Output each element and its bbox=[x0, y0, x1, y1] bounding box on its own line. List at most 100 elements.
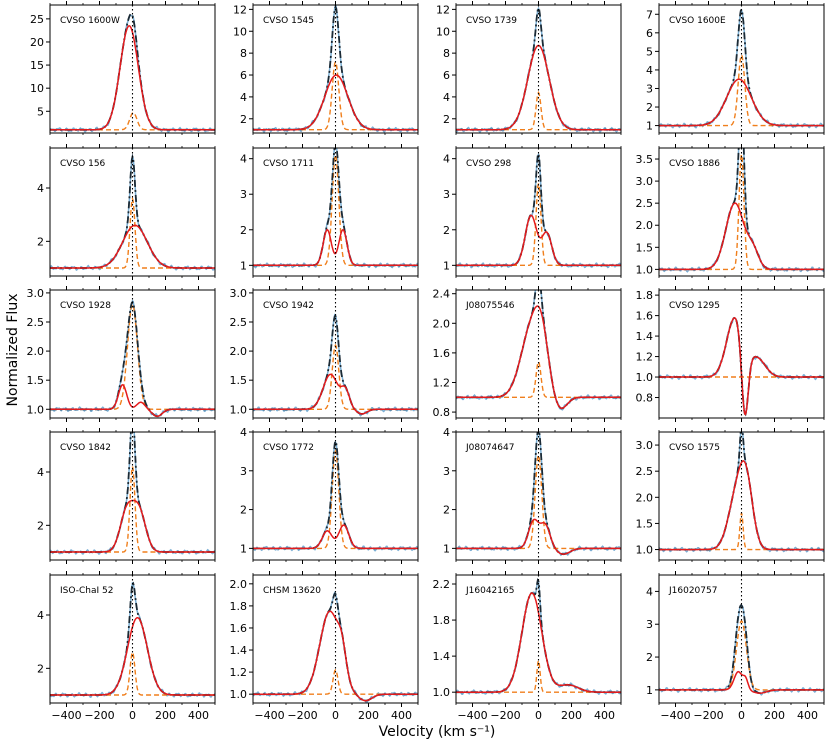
y-tick-label: 0.8 bbox=[636, 392, 654, 405]
panel: −400 −200 0 200 400 1.0 1.4 1.8 2.2 J16042165 bbox=[433, 571, 622, 722]
y-tick-label: 1.5 bbox=[636, 517, 654, 530]
y-tick-label: 3.0 bbox=[636, 439, 654, 452]
y-tick-label: 1.2 bbox=[636, 351, 654, 364]
panel-title: CVSO 298 bbox=[466, 159, 512, 169]
y-tick-label: 1 bbox=[443, 259, 450, 272]
y-axis-label: Normalized Flux bbox=[5, 294, 21, 407]
panel-title: J08075546 bbox=[465, 301, 515, 311]
total-fit bbox=[253, 592, 418, 702]
y-tick-label: 3.0 bbox=[636, 175, 654, 188]
panel: 0.8 1.0 1.2 1.4 1.6 1.8 CVSO 1295 bbox=[636, 286, 825, 422]
y-tick-label: 4 bbox=[646, 64, 653, 77]
observed-spectrum bbox=[253, 313, 418, 417]
x-tick-label: −200 bbox=[693, 709, 723, 722]
y-tick-label: 1 bbox=[646, 120, 653, 133]
panel: −400 −200 0 200 400 1.0 1.2 1.4 1.6 1.8 2.0 CHSM 13… bbox=[230, 571, 419, 722]
y-tick-label: 1.5 bbox=[230, 374, 248, 387]
y-tick-label: 10 bbox=[436, 25, 450, 38]
y-tick-label: 1.0 bbox=[230, 403, 248, 416]
x-tick-label: 200 bbox=[764, 709, 785, 722]
y-tick-label: 2.2 bbox=[433, 578, 451, 591]
total-fit bbox=[659, 7, 824, 127]
panel-title: CVSO 1739 bbox=[466, 16, 517, 26]
x-tick-label: 0 bbox=[535, 709, 542, 722]
x-tick-label: 400 bbox=[188, 709, 209, 722]
total-fit bbox=[50, 432, 215, 553]
y-tick-label: 3.0 bbox=[230, 287, 248, 300]
narrow-component bbox=[50, 650, 215, 696]
y-tick-label: 4 bbox=[443, 426, 450, 439]
y-tick-label: 12 bbox=[436, 3, 450, 16]
panel-title: J08074647 bbox=[465, 443, 514, 453]
observed-spectrum bbox=[659, 432, 824, 553]
panel: 5 10 15 20 25 CVSO 1600W bbox=[30, 1, 216, 137]
y-tick-label: 3.0 bbox=[27, 287, 45, 300]
broad-component bbox=[456, 592, 621, 693]
x-tick-label: −200 bbox=[84, 709, 114, 722]
total-fit bbox=[456, 290, 621, 410]
panel: 0.8 1.2 1.6 2.0 2.4 J08075546 bbox=[433, 286, 622, 422]
y-tick-label: 2.5 bbox=[27, 316, 45, 329]
panel: 1 2 3 4 CVSO 1772 bbox=[240, 426, 419, 564]
y-tick-label: 3 bbox=[240, 465, 247, 478]
total-fit bbox=[659, 604, 824, 694]
panel: 1.0 1.5 2.0 2.5 3.0 CVSO 1575 bbox=[636, 428, 825, 564]
y-tick-label: 1.0 bbox=[636, 371, 654, 384]
y-tick-label: 25 bbox=[30, 13, 44, 26]
panel: 1.0 1.5 2.0 2.5 3.0 CVSO 1942 bbox=[230, 286, 419, 422]
y-tick-label: 2.0 bbox=[433, 317, 451, 330]
y-tick-label: 3 bbox=[646, 82, 653, 95]
panel-title: CVSO 156 bbox=[60, 159, 106, 169]
y-tick-label: 8 bbox=[240, 47, 247, 60]
observed-spectrum bbox=[456, 153, 621, 269]
broad-component bbox=[253, 610, 418, 702]
panel-title: J16020757 bbox=[668, 586, 717, 596]
y-tick-label: 1.8 bbox=[636, 289, 654, 302]
panel: 1 2 3 4 5 6 7 CVSO 1600E bbox=[646, 1, 825, 137]
y-tick-label: 4 bbox=[646, 585, 653, 598]
y-tick-label: 2.4 bbox=[433, 288, 451, 301]
y-tick-label: 12 bbox=[233, 3, 247, 16]
observed-spectrum bbox=[659, 604, 824, 696]
y-tick-label: 4 bbox=[240, 91, 247, 104]
y-tick-label: 1.8 bbox=[433, 614, 451, 627]
broad-component bbox=[253, 373, 418, 415]
y-tick-label: 10 bbox=[233, 25, 247, 38]
y-tick-label: 2 bbox=[37, 519, 44, 532]
panel-title: CVSO 1295 bbox=[669, 301, 720, 311]
y-tick-label: 5 bbox=[646, 45, 653, 58]
total-fit bbox=[50, 12, 215, 131]
panel: 2 4 CVSO 1842 bbox=[37, 428, 216, 564]
broad-component bbox=[253, 228, 418, 267]
y-tick-label: 2.0 bbox=[636, 491, 654, 504]
panel-title: CVSO 1886 bbox=[669, 159, 720, 169]
y-tick-label: 1.8 bbox=[230, 600, 248, 613]
x-tick-label: 0 bbox=[332, 709, 339, 722]
x-tick-label: 200 bbox=[358, 709, 379, 722]
panel: 1.0 1.5 2.0 2.5 3.0 3.5 CVSO 1886 bbox=[636, 144, 825, 280]
panel-title: CVSO 1600W bbox=[60, 16, 120, 26]
y-tick-label: 1.0 bbox=[636, 544, 654, 557]
broad-component bbox=[456, 214, 621, 267]
y-tick-label: 3 bbox=[240, 188, 247, 201]
broad-component bbox=[50, 24, 215, 131]
narrow-component bbox=[253, 60, 418, 131]
y-tick-label: 2 bbox=[646, 651, 653, 664]
panel-title: CVSO 1772 bbox=[263, 443, 314, 453]
x-tick-label: 0 bbox=[129, 709, 136, 722]
y-tick-label: 15 bbox=[30, 59, 44, 72]
y-tick-label: 1.2 bbox=[433, 376, 451, 389]
observed-spectrum bbox=[456, 290, 621, 411]
y-tick-label: 1.6 bbox=[636, 310, 654, 323]
y-tick-label: 1.0 bbox=[433, 686, 451, 699]
y-tick-label: 2 bbox=[37, 662, 44, 675]
broad-component bbox=[253, 74, 418, 131]
y-tick-label: 1.4 bbox=[433, 650, 451, 663]
y-tick-label: 1.5 bbox=[27, 374, 45, 387]
panel-title: CVSO 1928 bbox=[60, 301, 111, 311]
y-tick-label: 2 bbox=[37, 235, 44, 248]
y-tick-label: 0.8 bbox=[433, 406, 451, 419]
panel: 1 2 3 4 J08074647 bbox=[443, 426, 622, 564]
x-tick-label: 400 bbox=[797, 709, 818, 722]
y-tick-label: 1.6 bbox=[230, 622, 248, 635]
